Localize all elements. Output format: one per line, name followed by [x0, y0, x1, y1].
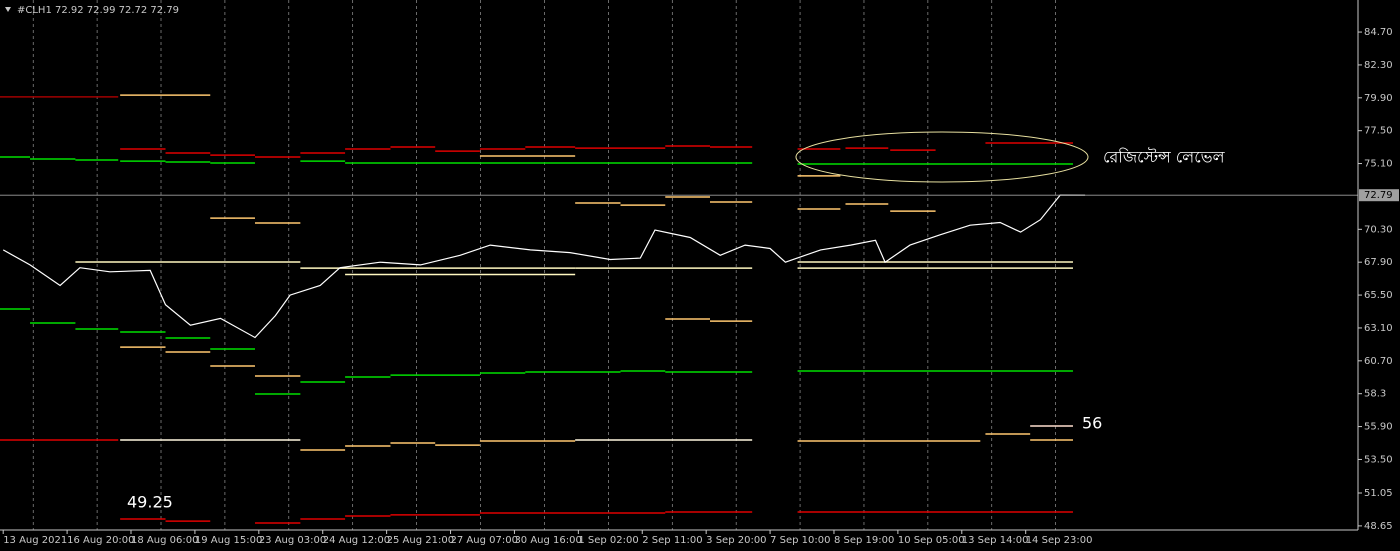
x-tick-label: 3 Sep 20:00	[706, 535, 766, 546]
annotation: রেজিস্টেন্স লেভেল	[1103, 148, 1226, 167]
y-tick-label: 51.05	[1364, 488, 1393, 499]
x-tick-label: 23 Aug 03:00	[259, 535, 326, 546]
x-tick-label: 24 Aug 12:00	[323, 535, 390, 546]
annotation: 56	[1082, 414, 1102, 433]
x-tick-label: 8 Sep 19:00	[834, 535, 894, 546]
y-tick-label: 70.30	[1364, 224, 1393, 235]
x-tick-label: 25 Aug 21:00	[387, 535, 454, 546]
y-tick-label: 75.10	[1364, 159, 1393, 170]
x-tick-label: 2 Sep 11:00	[642, 535, 702, 546]
x-tick-label: 27 Aug 07:00	[451, 535, 518, 546]
x-tick-label: 13 Aug 2021	[3, 535, 67, 546]
levels	[0, 94, 1073, 524]
x-tick-label: 7 Sep 10:00	[770, 535, 830, 546]
y-tick-label: 82.30	[1364, 60, 1393, 71]
y-tick-label: 48.65	[1364, 521, 1393, 532]
y-tick-label: 60.70	[1364, 356, 1393, 367]
x-tick-label: 19 Aug 15:00	[195, 535, 262, 546]
chart-title: #CLH1 72.92 72.99 72.72 72.79	[17, 5, 179, 16]
x-tick-label: 13 Sep 14:00	[962, 535, 1029, 546]
y-tick-label: 55.90	[1364, 422, 1393, 433]
y-tick-label: 84.70	[1364, 27, 1393, 38]
x-tick-label: 1 Sep 02:00	[578, 535, 638, 546]
y-tick-label: 58.3	[1364, 389, 1386, 400]
price	[0, 194, 1358, 339]
x-tick-label: 14 Sep 23:00	[1026, 535, 1093, 546]
last-price-label: 72.79	[1364, 190, 1393, 201]
y-tick-label: 63.10	[1364, 323, 1393, 334]
axis-area	[1358, 0, 1400, 551]
y-tick-label: 53.50	[1364, 454, 1393, 465]
x-tick-label: 18 Aug 06:00	[131, 535, 198, 546]
x-tick-label: 16 Aug 20:00	[67, 535, 134, 546]
menu-arrow[interactable]	[5, 7, 11, 12]
y-tick-label: 79.90	[1364, 93, 1393, 104]
y-tick-label: 65.50	[1364, 290, 1393, 301]
y-tick-label: 77.50	[1364, 126, 1393, 137]
x-tick-label: 30 Aug 16:00	[514, 535, 581, 546]
x-tick-label: 10 Sep 05:00	[898, 535, 965, 546]
last-price-box	[1359, 189, 1399, 202]
annotation: 49.25	[127, 493, 173, 512]
price-line	[2, 194, 1086, 339]
y-tick-label: 67.90	[1364, 257, 1393, 268]
highlight-ellipse	[795, 131, 1089, 183]
